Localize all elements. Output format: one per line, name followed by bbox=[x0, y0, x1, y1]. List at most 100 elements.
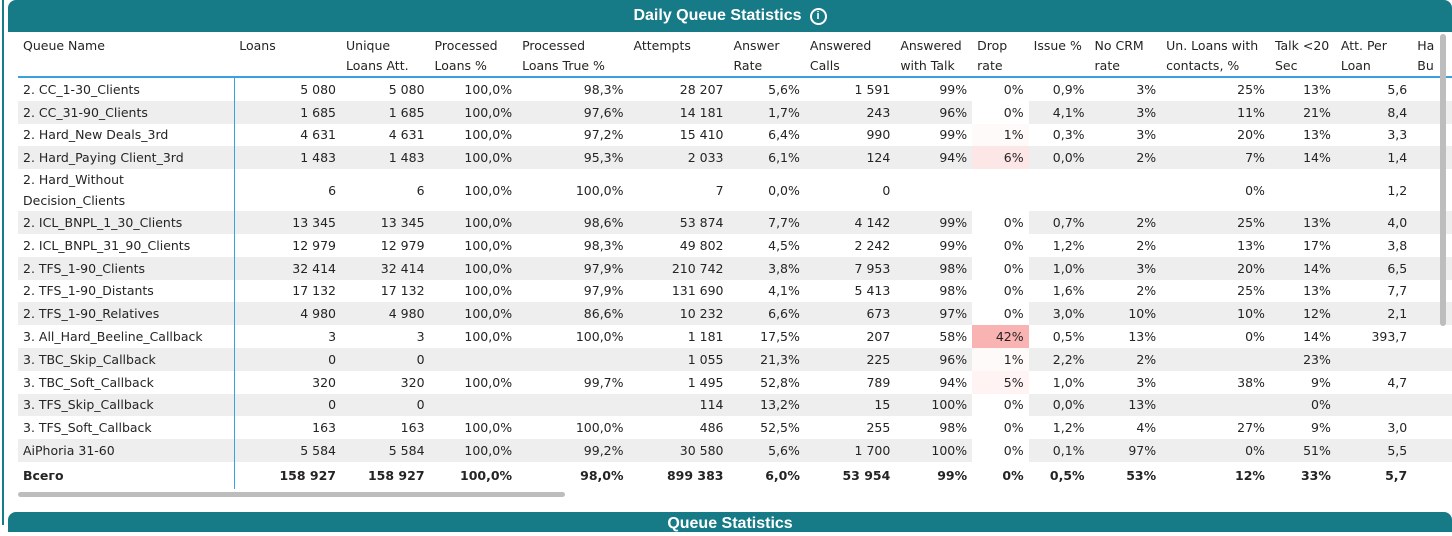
table-cell bbox=[1412, 124, 1452, 147]
table-cell: 8,4 bbox=[1335, 100, 1413, 124]
table-cell: 3% bbox=[1136, 127, 1157, 143]
table-row[interactable]: 3. All_Hard_Beeline_Callback 3 3 100,0% 100,… bbox=[18, 325, 1452, 348]
column-header[interactable]: Answer Rate bbox=[728, 33, 805, 78]
table-row[interactable]: 3. TBC_Skip_Callback 0 0 1 055 21,3% 225 96% 1%… bbox=[18, 347, 1452, 371]
table-cell: 3,3 bbox=[1387, 127, 1408, 143]
table-cell: 14% bbox=[1269, 256, 1336, 280]
table-cell: 1,4 bbox=[1335, 146, 1413, 170]
table-row[interactable]: 2. TFS_1-90_Distants 17 132 17 132 100,0% 97… bbox=[18, 279, 1452, 303]
column-header[interactable]: Un. Loans with contacts, % bbox=[1161, 33, 1270, 78]
column-header[interactable]: Issue % bbox=[1028, 33, 1090, 78]
table-row[interactable]: 2. ICL_BNPL_31_90_Clients 12 979 12 979 100… bbox=[18, 233, 1452, 257]
table-cell bbox=[517, 347, 629, 371]
table-cell bbox=[1412, 371, 1452, 394]
table-cell: 0% bbox=[1269, 393, 1336, 417]
table-cell bbox=[1412, 77, 1452, 101]
queue-name-cell: Всего bbox=[18, 461, 235, 489]
table-cell: 98% bbox=[895, 256, 973, 280]
column-header[interactable]: Processed Loans True % bbox=[517, 33, 629, 78]
column-header[interactable]: Answered Calls bbox=[804, 33, 896, 78]
table-cell: 1,2% bbox=[1052, 237, 1085, 253]
table-cell bbox=[1412, 325, 1452, 348]
table-cell bbox=[1412, 416, 1452, 439]
table-cell: 158 927 bbox=[279, 467, 337, 483]
table-cell: 38% bbox=[1237, 374, 1265, 390]
column-header[interactable]: Ha Bu bbox=[1412, 33, 1452, 78]
table-cell: 53 874 bbox=[628, 211, 729, 234]
table-cell: 1 483 bbox=[341, 146, 430, 170]
table-cell: 13% bbox=[1128, 329, 1157, 345]
table-cell: 255 bbox=[866, 420, 891, 436]
table-cell: 96% bbox=[895, 100, 973, 124]
table-cell: 789 bbox=[866, 374, 891, 390]
column-header[interactable]: Talk <20 Sec bbox=[1269, 33, 1336, 78]
table-row[interactable]: 2. ICL_BNPL_1_30_Clients 13 345 13 345 100,… bbox=[18, 211, 1452, 234]
total-row[interactable]: Всего 158 927 158 927 100,0% 98,0% 899 383 6,0… bbox=[18, 461, 1452, 489]
column-header[interactable]: Drop rate bbox=[972, 33, 1029, 78]
table-row[interactable]: 2. Hard_Paying Client_3rd 1 483 1 483 100,0… bbox=[18, 146, 1452, 170]
queue-name-cell: 2. ICL_BNPL_31_90_Clients bbox=[18, 233, 235, 257]
table-cell: 114 bbox=[628, 393, 729, 417]
queue-name-cell: 3. TBC_Skip_Callback bbox=[18, 347, 235, 371]
table-cell: 100,0% bbox=[460, 467, 513, 483]
table-cell: 3,8% bbox=[728, 256, 805, 280]
table-cell: 1 055 bbox=[628, 347, 729, 371]
table-row[interactable]: 2. TFS_1-90_Relatives 4 980 4 980 100,0% 86,… bbox=[18, 302, 1452, 326]
table-cell: 1 483 bbox=[234, 146, 342, 170]
table-cell: 98,3% bbox=[583, 237, 624, 253]
table-cell: 99,2% bbox=[517, 439, 629, 462]
table-cell: 100,0% bbox=[464, 127, 513, 143]
table-cell: 98,3% bbox=[583, 81, 624, 97]
column-header[interactable]: Attempts bbox=[628, 33, 729, 78]
table-cell: 13% bbox=[1303, 81, 1331, 97]
horizontal-scrollbar[interactable] bbox=[18, 492, 565, 497]
table-row[interactable]: 2. Hard_Without Decision_Clients 6 6 100,0%… bbox=[18, 169, 1452, 212]
table-cell: 94% bbox=[939, 374, 968, 390]
table-row[interactable]: 2. TFS_1-90_Clients 32 414 32 414 100,0% 97,… bbox=[18, 256, 1452, 280]
table-cell: 0% bbox=[972, 211, 1029, 234]
table-row[interactable]: 3. TFS_Skip_Callback 0 0 114 13,2% 15 100% 0% 0,… bbox=[18, 393, 1452, 417]
info-icon[interactable]: i bbox=[809, 7, 827, 25]
column-header[interactable]: Unique Loans Att. bbox=[341, 33, 430, 78]
table-row[interactable]: 2. CC_1-30_Clients 5 080 5 080 100,0% 98,3% 2… bbox=[18, 77, 1452, 101]
table-row[interactable]: 3. TFS_Soft_Callback 163 163 100,0% 100,0% 48… bbox=[18, 416, 1452, 440]
vertical-scrollbar[interactable] bbox=[1440, 34, 1446, 326]
table-cell: 1% bbox=[972, 347, 1029, 371]
table-cell: 3% bbox=[1136, 374, 1157, 390]
table-row[interactable]: 2. CC_31-90_Clients 1 685 1 685 100,0% 97,6%… bbox=[18, 100, 1452, 124]
table-row[interactable]: 3. TBC_Soft_Callback 320 320 100,0% 99,7% 1 4… bbox=[18, 370, 1452, 394]
table-cell: 990 bbox=[866, 127, 891, 143]
column-header[interactable]: Queue Name bbox=[18, 33, 235, 78]
table-cell: 4 980 bbox=[234, 302, 342, 326]
left-border bbox=[2, 0, 4, 525]
column-header[interactable]: Answered with Talk bbox=[895, 33, 973, 78]
table-cell bbox=[1412, 169, 1452, 211]
table-cell bbox=[429, 347, 518, 371]
table-cell: 6 bbox=[416, 182, 425, 198]
column-header[interactable]: Loans bbox=[234, 33, 342, 78]
table-cell: 10% bbox=[1161, 302, 1270, 326]
table-cell: 100,0% bbox=[575, 182, 624, 198]
table-row[interactable]: 2. Hard_New Deals_3rd 4 631 4 631 100,0% 97,… bbox=[18, 123, 1452, 147]
table-cell: 97,9% bbox=[583, 283, 624, 299]
table-cell: 9% bbox=[1311, 420, 1331, 436]
table-cell: 95,3% bbox=[517, 146, 629, 170]
table-cell: 100,0% bbox=[429, 302, 518, 326]
table-cell: 15 bbox=[804, 393, 896, 417]
card-title: Daily Queue Statistics bbox=[633, 7, 802, 24]
column-header[interactable]: No CRM rate bbox=[1089, 33, 1162, 78]
table-cell: 15 410 bbox=[679, 127, 724, 143]
table-cell: 0,3% bbox=[1052, 127, 1085, 143]
table-cell: 17 132 bbox=[292, 283, 337, 299]
table-cell: 7,7% bbox=[728, 211, 805, 234]
table-cell: 243 bbox=[804, 100, 896, 124]
table-cell: 0,9% bbox=[1052, 81, 1085, 97]
table-cell bbox=[1090, 169, 1162, 211]
column-header[interactable]: Processed Loans % bbox=[429, 33, 518, 78]
queue-name-cell: 2. Hard_Paying Client_3rd bbox=[18, 146, 235, 170]
table-row[interactable]: AiPhoria 31-60 5 584 5 584 100,0% 99,2% 30 58… bbox=[18, 439, 1452, 462]
table-cell: 14% bbox=[1303, 329, 1331, 345]
column-header[interactable]: Att. Per Loan bbox=[1335, 33, 1413, 78]
table-cell bbox=[1412, 280, 1452, 303]
queue-name-cell: 2. CC_1-30_Clients bbox=[18, 77, 235, 101]
